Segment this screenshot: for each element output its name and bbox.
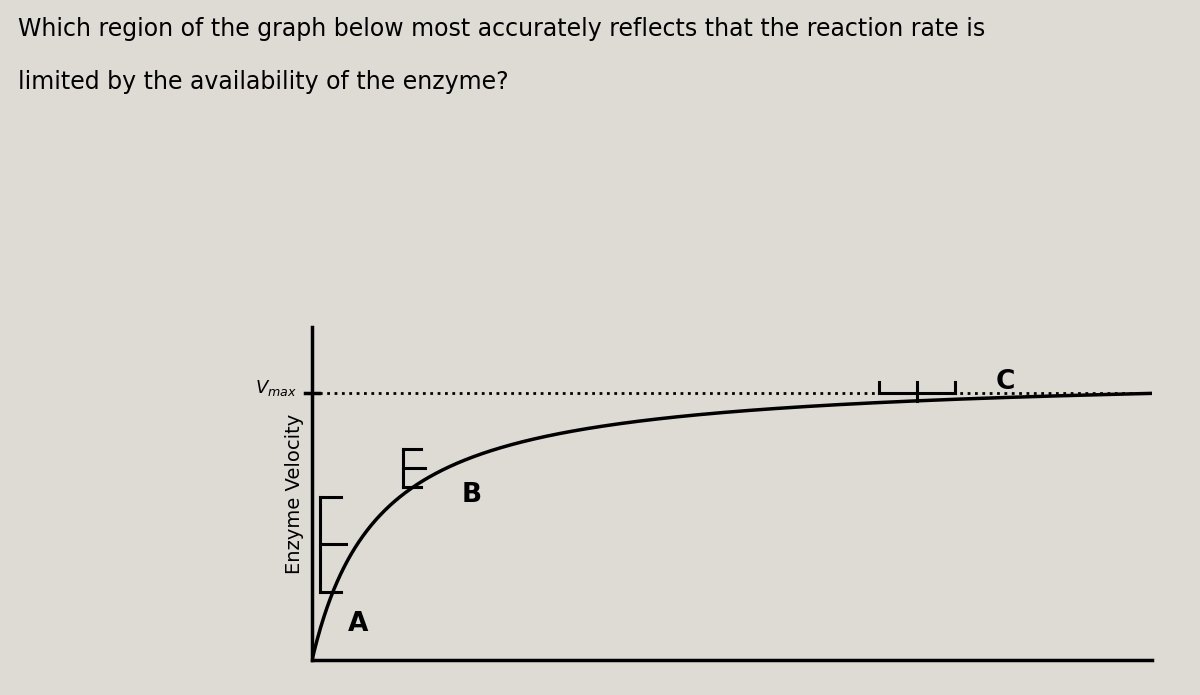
Text: A: A — [348, 611, 368, 637]
Text: Which region of the graph below most accurately reflects that the reaction rate : Which region of the graph below most acc… — [18, 17, 985, 42]
Text: B: B — [462, 482, 481, 508]
Y-axis label: Enzyme Velocity: Enzyme Velocity — [284, 414, 304, 573]
Text: $V_{max}$: $V_{max}$ — [254, 378, 296, 398]
Text: limited by the availability of the enzyme?: limited by the availability of the enzym… — [18, 70, 509, 94]
Text: C: C — [995, 369, 1015, 395]
